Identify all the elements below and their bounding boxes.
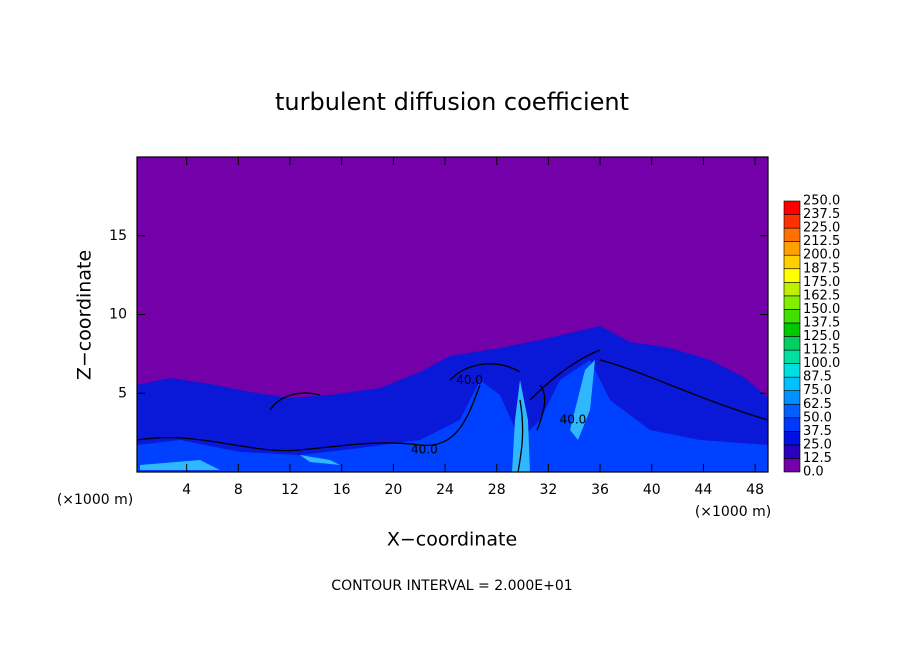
colorbar-label: 200.0 [803,248,840,263]
colorbar-cell [783,214,801,229]
colorbar-label: 25.0 [803,437,832,452]
y-tick-label: 15 [109,228,127,244]
colorbar-cell [783,241,801,256]
colorbar-cell [783,309,801,324]
colorbar-label: 187.5 [803,261,840,276]
y-tick-label: 5 [118,385,127,401]
colorbar-cell [783,363,801,378]
colorbar-label: 212.5 [803,234,840,249]
x-tick-label: 36 [591,482,609,498]
colorbar-cell [783,295,801,310]
x-tick-label: 28 [488,482,506,498]
colorbar-cell [783,390,801,405]
colorbar-cell [783,349,801,364]
field-region [137,360,768,472]
colorbar-cell [783,200,801,215]
colorbar-cell [783,268,801,283]
x-tick-label: 8 [234,482,243,498]
colorbar-cell [783,322,801,337]
field [136,156,769,473]
y-axis-title: Z−coordinate [74,250,96,380]
colorbar-cell [783,281,801,297]
chart-title: turbulent diffusion coefficient [275,88,629,116]
x-tick-label: 16 [333,482,351,498]
colorbar-label: 100.0 [803,356,840,371]
x-tick-label: 4 [182,482,191,498]
colorbar-label: 112.5 [803,343,840,358]
colorbar-cell [783,444,801,459]
colorbar-cell [783,227,801,242]
colorbar-label: 12.5 [803,451,832,466]
x-tick-label: 20 [384,482,402,498]
colorbar-label: 150.0 [803,302,840,317]
colorbar-cell [783,431,801,446]
colorbar-cell [783,336,801,351]
contour-label: 40.0 [411,442,438,456]
x-tick-label: 44 [694,482,712,498]
colorbar-cell [783,254,801,270]
colorbar-label: 75.0 [803,383,832,398]
contour-label: 40.0 [456,373,483,387]
colorbar-label: 237.5 [803,207,840,222]
x-tick-label: 12 [281,482,299,498]
x-tick-label: 40 [643,482,661,498]
colorbar-cell [783,458,801,473]
colorbar-label: 50.0 [803,410,832,425]
y-tick-label: 10 [109,307,127,323]
colorbar-label: 37.5 [803,424,832,439]
x-axis-title: X−coordinate [387,529,517,551]
contour-label: 40.0 [560,413,587,427]
colorbar-label: 87.5 [803,370,832,385]
colorbar-label: 62.5 [803,397,832,412]
colorbar-label: 137.5 [803,315,840,330]
colorbar-cell [783,417,801,432]
colorbar-label: 225.0 [803,221,840,236]
x-tick-label: 48 [746,482,764,498]
x-unit-label: (×1000 m) [695,504,771,520]
colorbar-cell [783,403,801,419]
colorbar-label: 0.0 [803,465,824,480]
colorbar-cell [783,376,801,391]
colorbar-label: 250.0 [803,194,840,209]
x-unit-label: (×1000 m) [57,492,133,508]
footer: CONTOUR INTERVAL = 2.000E+01 [331,578,572,594]
x-tick-label: 32 [539,482,557,498]
contour-line [136,349,769,473]
colorbar-label: 162.5 [803,288,840,303]
colorbar-label: 175.0 [803,275,840,290]
colorbar-label: 125.0 [803,329,840,344]
x-tick-label: 24 [436,482,454,498]
